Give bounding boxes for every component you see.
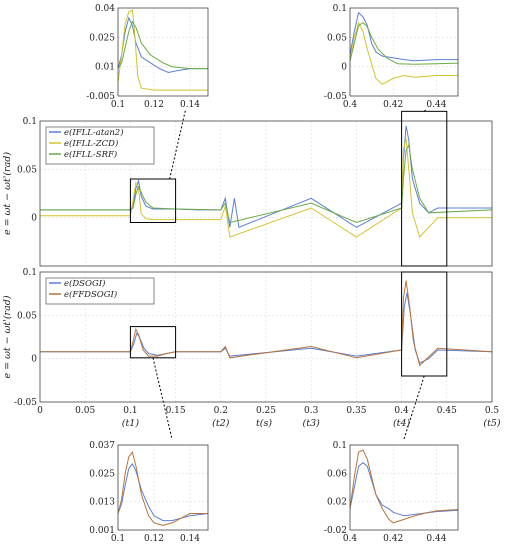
legend-label: e(IFLL-SRF) — [64, 149, 117, 160]
x-tick-label: 0.25 — [256, 406, 276, 416]
series-line-inset-top-right-2 — [350, 22, 458, 65]
x-tick-label: 0.4 — [394, 406, 409, 416]
zoom-connector — [403, 375, 425, 440]
series-line-main-top-1 — [40, 138, 492, 238]
y-tick-label: 0.05 — [17, 165, 37, 175]
x-tick-sublabel: (t1) — [122, 418, 140, 429]
series-line-inset-top-right-0 — [350, 11, 458, 62]
y-tick-label: 0.1 — [23, 268, 37, 278]
panel-main-bottom: 0.10.050-0.050 0.05 0.1(t1)0.15 0.2(t2)0.25… — [2, 268, 501, 429]
x-tick-label: 0.5 — [485, 406, 500, 416]
y-tick-label: 0 — [341, 63, 347, 73]
x-axis-label: t(s) — [256, 418, 272, 429]
axes-frame — [117, 7, 209, 97]
legend: e(DSOGI)e(FFDSOGI) — [45, 277, 155, 305]
y-tick-label: 0 — [31, 214, 37, 224]
y-tick-label: 0.001 — [89, 526, 115, 536]
legend-label: e(DSOGI) — [64, 278, 105, 289]
series-line-inset-bottom-left-1 — [118, 450, 208, 526]
x-tick-label: 0.14 — [180, 534, 200, 544]
axes-frame — [39, 120, 493, 267]
x-tick-sublabel: (t3) — [303, 418, 321, 429]
series-line-main-bottom-1 — [40, 280, 492, 367]
series-line-inset-top-left-2 — [118, 20, 208, 70]
series-line-inset-bottom-right-0 — [350, 462, 458, 517]
x-tick-label: 0.4 — [343, 534, 358, 544]
x-tick-label: 0.45 — [437, 406, 457, 416]
x-tick-label: 0.3 — [304, 406, 319, 416]
x-tick-label: 0.1 — [111, 534, 125, 544]
y-axis-label: e = ωt − ωt'(rad) — [2, 295, 13, 378]
x-tick-label: 0.42 — [383, 100, 403, 110]
series-line-main-top-0 — [40, 125, 492, 228]
zoom-connector — [152, 357, 173, 440]
series-line-inset-bottom-right-1 — [350, 449, 458, 524]
panel-inset-bottom-right: 0.1 0.06 0.02 -0.020.4 0.42 0.44 — [324, 441, 459, 544]
y-axis-label: e = ωt − ωt'(rad) — [2, 152, 13, 235]
series-line-inset-top-left-1 — [118, 9, 208, 91]
axes-frame — [349, 7, 459, 97]
x-tick-sublabel: (t4) — [393, 418, 411, 429]
y-tick-label: 0 — [31, 355, 37, 365]
panel-inset-top-right: 0.1 0.05 0 -0.050.4 0.42 0.44 — [324, 4, 459, 110]
y-tick-label: 0.04 — [95, 4, 115, 14]
axes-frame — [39, 271, 493, 403]
y-tick-label: 0.05 — [17, 311, 37, 321]
x-tick-label: 0.15 — [166, 406, 186, 416]
legend: e(IFLL-atan2)e(IFLL-ZCD)e(IFLL-SRF) — [45, 126, 155, 165]
x-tick-label: 0.44 — [426, 534, 446, 544]
y-tick-label: 0.1 — [23, 117, 37, 127]
legend-label: e(FFDSOGI) — [64, 289, 117, 300]
axes-frame — [349, 444, 459, 531]
axes-frame — [117, 444, 209, 531]
y-tick-label: 0.1 — [333, 4, 347, 14]
y-tick-label: -0.05 — [324, 92, 347, 102]
legend-box — [45, 277, 155, 305]
x-tick-label: 0.35 — [346, 406, 366, 416]
x-tick-label: 0.14 — [180, 100, 200, 110]
legend-box — [45, 126, 155, 165]
x-tick-label: 0.12 — [144, 100, 164, 110]
y-tick-label: -0.05 — [14, 398, 37, 408]
x-tick-label: 0 — [37, 406, 43, 416]
y-tick-label: 0.025 — [89, 33, 115, 43]
x-tick-label: 0.12 — [144, 534, 164, 544]
series-line-inset-top-left-0 — [118, 16, 208, 74]
y-tick-label: 0.025 — [89, 469, 115, 479]
zoom-box — [401, 110, 448, 267]
y-tick-label: -0.005 — [86, 92, 115, 102]
y-tick-label: 0.013 — [89, 498, 115, 508]
y-tick-label: 0.1 — [333, 441, 347, 451]
series-line-main-top-2 — [40, 143, 492, 224]
x-tick-label: 0.44 — [426, 100, 446, 110]
zoom-connector — [169, 109, 186, 180]
x-tick-sublabel: (t5) — [483, 418, 501, 429]
y-tick-label: -0.02 — [324, 526, 347, 536]
y-tick-label: 0.037 — [89, 441, 115, 451]
legend-label: e(IFLL-atan2) — [64, 127, 124, 138]
x-tick-label: 0.1 — [123, 406, 137, 416]
series-line-inset-top-right-1 — [350, 21, 458, 85]
zoom-box — [129, 178, 177, 223]
y-tick-label: 0.01 — [95, 63, 115, 73]
y-tick-label: 0.05 — [327, 33, 347, 43]
x-tick-label: 0.42 — [383, 534, 403, 544]
x-tick-label: 0.1 — [111, 100, 125, 110]
x-tick-label: 0.4 — [343, 100, 358, 110]
x-tick-label: 0.05 — [75, 406, 95, 416]
x-tick-label: 0.2 — [214, 406, 228, 416]
y-tick-label: 0.06 — [327, 469, 347, 479]
y-tick-label: 0.02 — [327, 498, 347, 508]
x-tick-sublabel: (t2) — [212, 418, 230, 429]
legend-label: e(IFLL-ZCD) — [64, 138, 118, 149]
zoom-connector — [423, 109, 426, 112]
series-line-inset-bottom-left-0 — [118, 462, 208, 522]
